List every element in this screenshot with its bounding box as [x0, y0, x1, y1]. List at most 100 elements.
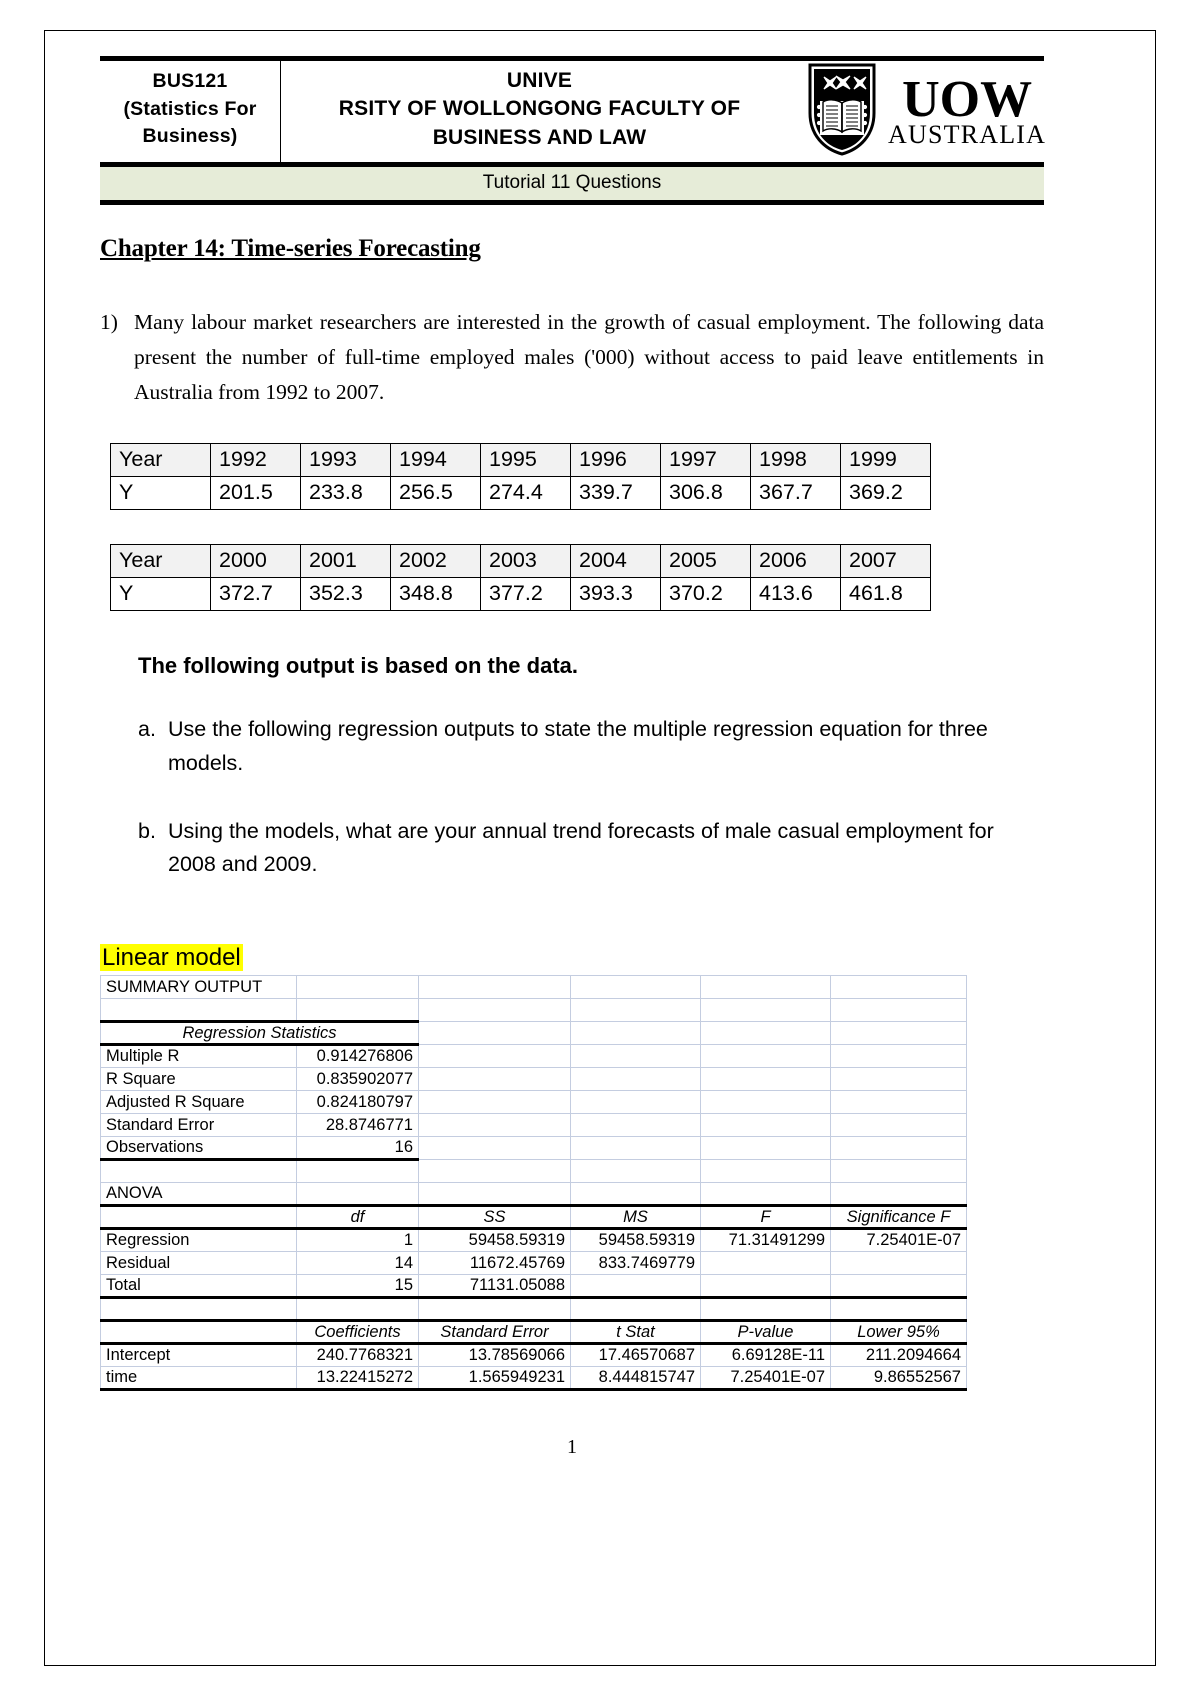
anova-df: 15	[296, 1274, 419, 1300]
empty-cell	[418, 1136, 571, 1161]
stat-label: Adjusted R Square	[100, 1090, 297, 1115]
empty-cell	[570, 998, 701, 1023]
header-top-rule	[100, 56, 1044, 61]
year-cell: 2005	[660, 544, 751, 579]
stat-label: Observations	[100, 1136, 297, 1162]
tutorial-subtitle: Tutorial 11 Questions	[100, 167, 1044, 200]
year-cell: 2002	[390, 544, 481, 579]
anova-ms	[570, 1274, 701, 1300]
sub-question-b-letter: b.	[138, 818, 156, 843]
university-crest-icon	[804, 61, 880, 162]
value-cell: 201.5	[210, 476, 301, 511]
empty-cell	[700, 975, 831, 1000]
year-cell: 2004	[570, 544, 661, 579]
output-note: The following output is based on the dat…	[138, 653, 578, 679]
table-row: SUMMARY OUTPUT	[100, 975, 967, 1000]
empty-cell	[570, 1113, 701, 1138]
question-text: Many labour market researchers are inter…	[134, 310, 1044, 404]
anova-row-name: Regression	[100, 1228, 297, 1253]
row-label-year: Year	[110, 544, 211, 579]
table-row: Regression Statistics	[100, 1020, 967, 1047]
anova-f	[700, 1251, 831, 1276]
table-row	[100, 1297, 967, 1322]
anova-header: MS	[570, 1204, 701, 1231]
data-table-2000-2007: Year 2000 2001 2002 2003 2004 2005 2006 …	[110, 544, 931, 612]
anova-ss: 11672.45769	[418, 1251, 571, 1276]
table-row: Residual 14 11672.45769 833.7469779	[100, 1251, 967, 1276]
empty-cell	[700, 998, 831, 1023]
value-cell: 306.8	[660, 476, 751, 511]
coef-lower-95: 211.2094664	[830, 1343, 967, 1368]
empty-cell	[418, 1182, 571, 1207]
empty-cell	[700, 1067, 831, 1092]
table-row: Observations 16	[100, 1136, 967, 1162]
empty-cell	[100, 998, 297, 1023]
regression-statistics-header: Regression Statistics	[100, 1020, 419, 1047]
value-cell: 461.8	[840, 577, 931, 612]
empty-cell	[296, 998, 419, 1023]
coef-header: P-value	[700, 1319, 831, 1346]
logo-uow-text: UOW	[902, 70, 1033, 128]
year-cell: 1998	[750, 443, 841, 478]
empty-cell	[700, 1297, 831, 1322]
org-line2: RSITY OF WOLLONGONG FACULTY OF	[338, 97, 741, 121]
table-row	[100, 998, 967, 1023]
empty-cell	[570, 975, 701, 1000]
empty-cell	[570, 1159, 701, 1184]
value-cell: 339.7	[570, 476, 661, 511]
stat-value: 0.914276806	[296, 1044, 419, 1069]
sub-question-a-text: Use the following regression outputs to …	[168, 717, 988, 776]
empty-cell	[700, 1159, 831, 1184]
table-row: time 13.22415272 1.565949231 8.444815747…	[100, 1366, 967, 1392]
empty-cell	[830, 1182, 967, 1207]
empty-cell	[418, 1113, 571, 1138]
table-row: Adjusted R Square 0.824180797	[100, 1090, 967, 1115]
anova-row-name: Residual	[100, 1251, 297, 1276]
year-cell: 2006	[750, 544, 841, 579]
year-cell: 1997	[660, 443, 751, 478]
value-cell: 377.2	[480, 577, 571, 612]
empty-cell	[830, 1090, 967, 1115]
anova-header: df	[296, 1204, 419, 1231]
coef-value: 13.22415272	[296, 1366, 419, 1392]
empty-cell	[570, 1090, 701, 1115]
coef-value: 240.7768321	[296, 1343, 419, 1368]
empty-cell	[100, 1319, 297, 1346]
empty-cell	[700, 1021, 831, 1046]
data-table-1992-1999: Year 1992 1993 1994 1995 1996 1997 1998 …	[110, 443, 931, 511]
empty-cell	[418, 1067, 571, 1092]
empty-cell	[100, 1159, 297, 1184]
empty-cell	[296, 1297, 419, 1322]
empty-cell	[700, 1090, 831, 1115]
value-cell: 372.7	[210, 577, 301, 612]
table-row	[100, 1159, 967, 1184]
year-cell: 2001	[300, 544, 391, 579]
page-content: BUS121 (Statistics For Business) UNIVE R…	[100, 56, 1045, 1458]
coef-header: t Stat	[570, 1319, 701, 1346]
empty-cell	[100, 1204, 297, 1231]
empty-cell	[830, 1297, 967, 1322]
empty-cell	[296, 975, 419, 1000]
anova-significance-f: 7.25401E-07	[830, 1228, 967, 1253]
empty-cell	[700, 1044, 831, 1069]
coef-header: Lower 95%	[830, 1319, 967, 1346]
year-cell: 1992	[210, 443, 301, 478]
row-label-year: Year	[110, 443, 211, 478]
table-row: Y 201.5 233.8 256.5 274.4 339.7 306.8 36…	[110, 476, 931, 511]
organisation-cell: UNIVE RSITY OF WOLLONGONG FACULTY OF BUS…	[280, 61, 798, 162]
course-name-line2: Business)	[142, 125, 238, 148]
anova-ss: 71131.05088	[418, 1274, 571, 1300]
anova-label: ANOVA	[100, 1182, 297, 1207]
empty-cell	[296, 1182, 419, 1207]
coef-row-name: time	[100, 1366, 297, 1392]
stat-value: 28.8746771	[296, 1113, 419, 1138]
org-line1: UNIVE	[506, 68, 573, 92]
table-row: R Square 0.835902077	[100, 1067, 967, 1092]
anova-ss: 59458.59319	[418, 1228, 571, 1253]
table-row: Total 15 71131.05088	[100, 1274, 967, 1300]
year-cell: 2000	[210, 544, 301, 579]
anova-f	[700, 1274, 831, 1300]
stat-value: 0.835902077	[296, 1067, 419, 1092]
empty-cell	[830, 1136, 967, 1161]
coef-standard-error: 13.78569066	[418, 1343, 571, 1368]
